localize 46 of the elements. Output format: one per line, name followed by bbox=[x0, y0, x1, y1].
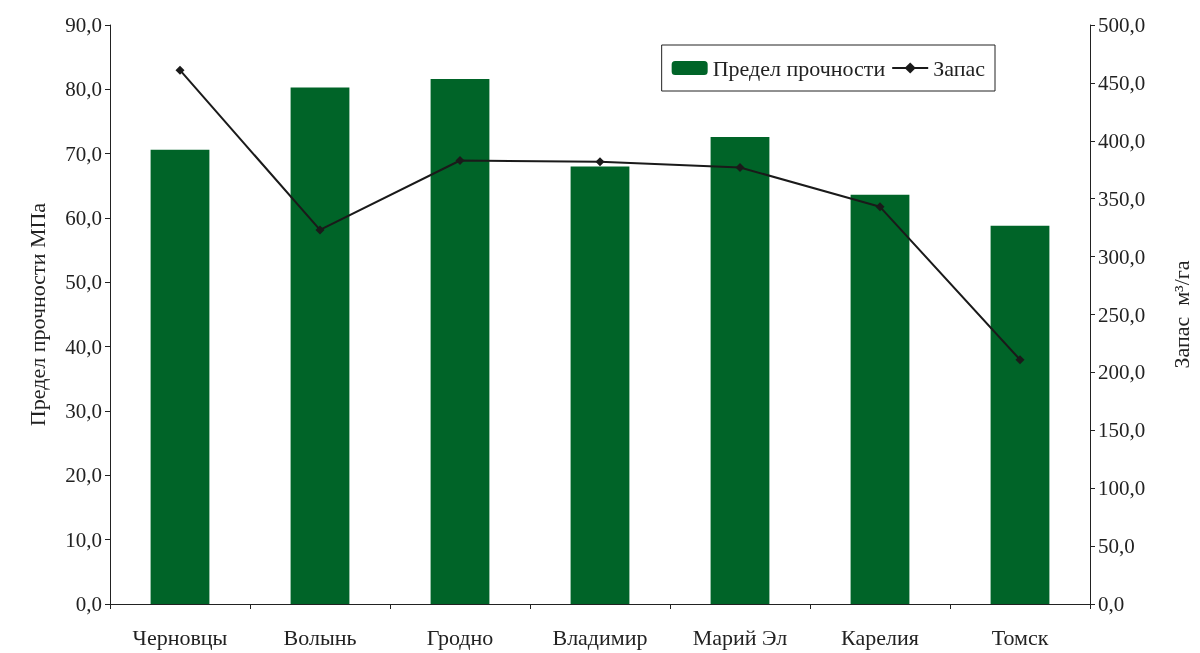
y-tick-label: 60,0 bbox=[65, 206, 102, 230]
y2-axis-title: Запас м³/га bbox=[1168, 260, 1194, 369]
x-tick-label: Гродно bbox=[426, 624, 494, 650]
bar bbox=[990, 225, 1050, 604]
point bbox=[1015, 355, 1025, 365]
y2-tick-label: 150,0 bbox=[1098, 418, 1146, 443]
x-tick-label: Черновцы bbox=[132, 624, 228, 650]
y-tick-label: 70,0 bbox=[65, 141, 102, 166]
y2-tick-label: 300,0 bbox=[1098, 244, 1146, 269]
y-tick-label: 80,0 bbox=[65, 77, 102, 102]
bar bbox=[150, 149, 210, 604]
bar bbox=[290, 87, 350, 604]
point bbox=[455, 155, 465, 165]
y-tick-label: 50,0 bbox=[65, 270, 102, 295]
y2-tick-label: 200,0 bbox=[1098, 360, 1146, 385]
y-tick-label: 0,0 bbox=[75, 592, 102, 616]
y2-tick-label: 0,0 bbox=[1098, 592, 1125, 616]
y-tick-label: 20,0 bbox=[65, 463, 102, 488]
x-tick-label: Волынь bbox=[283, 624, 357, 650]
legend-label: Запас bbox=[933, 55, 986, 81]
y-axis-title: Предел прочности МПа bbox=[24, 202, 50, 427]
legend-label: Предел прочности bbox=[712, 55, 886, 81]
point bbox=[175, 65, 185, 75]
point bbox=[735, 162, 745, 172]
bar bbox=[430, 79, 490, 604]
y-tick-label: 90,0 bbox=[65, 13, 102, 37]
x-tick-label: Томск bbox=[991, 624, 1049, 650]
y2-tick-label: 50,0 bbox=[1098, 534, 1135, 559]
y2-tick-label: 450,0 bbox=[1098, 70, 1146, 95]
x-tick-label: Владимир bbox=[552, 624, 648, 650]
point bbox=[875, 202, 885, 212]
x-tick-label: Карелия bbox=[841, 624, 919, 650]
y-tick-label: 30,0 bbox=[65, 399, 102, 423]
x-tick-label: Марий Эл bbox=[692, 624, 788, 650]
y2-tick-label: 500,0 bbox=[1098, 13, 1146, 37]
point bbox=[595, 157, 605, 167]
y2-tick-label: 250,0 bbox=[1098, 302, 1146, 327]
point bbox=[315, 225, 325, 235]
y-tick-label: 10,0 bbox=[65, 527, 102, 552]
bar bbox=[710, 136, 770, 604]
y2-tick-label: 350,0 bbox=[1098, 186, 1146, 211]
bar bbox=[850, 194, 910, 604]
bar bbox=[570, 166, 630, 604]
y2-tick-label: 100,0 bbox=[1098, 476, 1146, 501]
y-tick-label: 40,0 bbox=[65, 334, 102, 359]
y2-tick-label: 400,0 bbox=[1098, 128, 1146, 153]
